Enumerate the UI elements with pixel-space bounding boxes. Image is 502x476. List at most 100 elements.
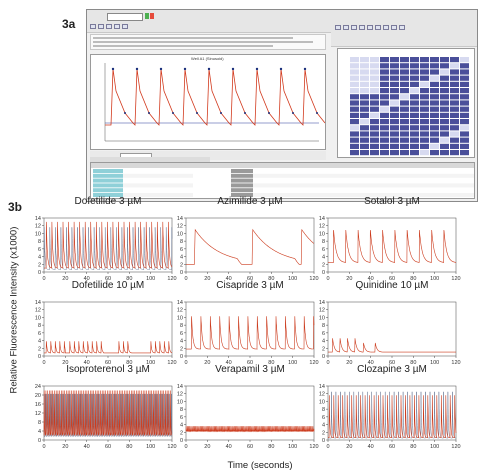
export-icon[interactable] bbox=[106, 24, 112, 29]
table-row-label bbox=[93, 188, 123, 193]
x-tick-label: 0 bbox=[184, 276, 187, 280]
x-tick-label: 60 bbox=[105, 360, 111, 364]
table-row bbox=[253, 193, 474, 197]
y-tick-label: 2 bbox=[180, 430, 183, 436]
y-tick-label: 4 bbox=[322, 255, 325, 261]
plate-well bbox=[390, 131, 399, 137]
zoom-icon[interactable] bbox=[90, 24, 96, 29]
y-tick-label: 2 bbox=[322, 346, 325, 352]
plate-well bbox=[350, 131, 359, 137]
plate-well bbox=[440, 69, 449, 75]
plate-well bbox=[440, 143, 449, 149]
chart-icon[interactable] bbox=[375, 25, 381, 30]
plate-well bbox=[430, 125, 439, 131]
plate-well bbox=[380, 88, 389, 94]
plate-well bbox=[390, 137, 399, 143]
table-row-label bbox=[93, 173, 123, 178]
plate-well bbox=[430, 143, 439, 149]
plate-well bbox=[410, 112, 419, 118]
plate-well bbox=[400, 88, 409, 94]
plate-well bbox=[460, 100, 469, 106]
plate-well bbox=[380, 106, 389, 112]
settings-icon[interactable] bbox=[122, 24, 128, 29]
panel-b-label: 3b bbox=[8, 200, 23, 214]
y-tick-label: 8 bbox=[180, 323, 183, 329]
plate-well bbox=[420, 131, 429, 137]
series-line bbox=[43, 390, 173, 436]
plate-well bbox=[350, 125, 359, 131]
info-icon[interactable] bbox=[399, 25, 405, 30]
y-tick-label: 8 bbox=[180, 407, 183, 413]
peak-marker bbox=[135, 67, 139, 71]
plate-well bbox=[430, 137, 439, 143]
plate-well bbox=[460, 143, 469, 149]
plate-well bbox=[440, 106, 449, 112]
status-red-icon bbox=[150, 13, 154, 19]
decay-marker bbox=[196, 112, 198, 114]
plate-well bbox=[400, 81, 409, 87]
plate-well bbox=[370, 57, 379, 63]
plate-well bbox=[390, 125, 399, 131]
x-tick-label: 120 bbox=[451, 276, 460, 280]
table-highlight-cell bbox=[231, 173, 253, 178]
x-tick-label: 20 bbox=[346, 276, 352, 280]
trace-svg bbox=[104, 63, 325, 142]
plate-well bbox=[430, 100, 439, 106]
plate-well bbox=[430, 81, 439, 87]
x-tick-label: 0 bbox=[184, 444, 187, 448]
y-tick-label: 14 bbox=[177, 216, 183, 222]
table-highlight-cell bbox=[231, 193, 253, 197]
plate-toolbar bbox=[331, 22, 477, 47]
x-tick-label: 80 bbox=[126, 444, 132, 448]
x-tick-label: 40 bbox=[84, 444, 90, 448]
y-tick-label: 4 bbox=[322, 339, 325, 345]
select-icon[interactable] bbox=[343, 25, 349, 30]
peak-marker bbox=[111, 67, 115, 71]
y-tick-label: 14 bbox=[177, 300, 183, 306]
x-tick-label: 80 bbox=[268, 444, 274, 448]
grid-icon[interactable] bbox=[335, 25, 341, 30]
decay-marker bbox=[292, 112, 294, 114]
color-icon[interactable] bbox=[351, 25, 357, 30]
filter-icon[interactable] bbox=[359, 25, 365, 30]
plate-well bbox=[400, 75, 409, 81]
table-icon[interactable] bbox=[383, 25, 389, 30]
plate-well bbox=[440, 125, 449, 131]
x-tick-label: 20 bbox=[62, 360, 68, 364]
peak-marker bbox=[303, 67, 307, 71]
plate-selector[interactable] bbox=[107, 13, 143, 21]
plate-well bbox=[390, 81, 399, 87]
plate-well bbox=[370, 131, 379, 137]
plate-well bbox=[430, 75, 439, 81]
plate-well bbox=[360, 131, 369, 137]
plate-well bbox=[420, 94, 429, 100]
chart-title: Sotalol 3 µM bbox=[364, 196, 420, 207]
plate-well bbox=[380, 143, 389, 149]
chart-title: Verapamil 3 µM bbox=[215, 364, 285, 375]
y-tick-label: 2 bbox=[322, 430, 325, 436]
trace-chart: 0 4 8 12 16 20 24 0 20 40 60 80 100 120 bbox=[35, 384, 177, 448]
y-tick-label: 0 bbox=[322, 270, 325, 276]
print-icon[interactable] bbox=[114, 24, 120, 29]
table-row bbox=[123, 183, 193, 188]
plate-well bbox=[380, 150, 389, 156]
table-row bbox=[123, 178, 193, 183]
x-tick-label: 20 bbox=[346, 444, 352, 448]
plate-well bbox=[360, 94, 369, 100]
plate-well bbox=[420, 57, 429, 63]
plate-well bbox=[440, 137, 449, 143]
plate-well bbox=[400, 150, 409, 156]
plate-well bbox=[430, 112, 439, 118]
pan-icon[interactable] bbox=[98, 24, 104, 29]
layout-icon[interactable] bbox=[367, 25, 373, 30]
series-line bbox=[44, 341, 173, 354]
x-tick-label: 80 bbox=[126, 360, 132, 364]
plate-well bbox=[370, 94, 379, 100]
plate-well bbox=[400, 131, 409, 137]
decay-marker bbox=[244, 112, 246, 114]
x-tick-label: 40 bbox=[226, 360, 232, 364]
y-tick-label: 2 bbox=[322, 262, 325, 268]
refresh-icon[interactable] bbox=[391, 25, 397, 30]
x-tick-label: 60 bbox=[247, 360, 253, 364]
